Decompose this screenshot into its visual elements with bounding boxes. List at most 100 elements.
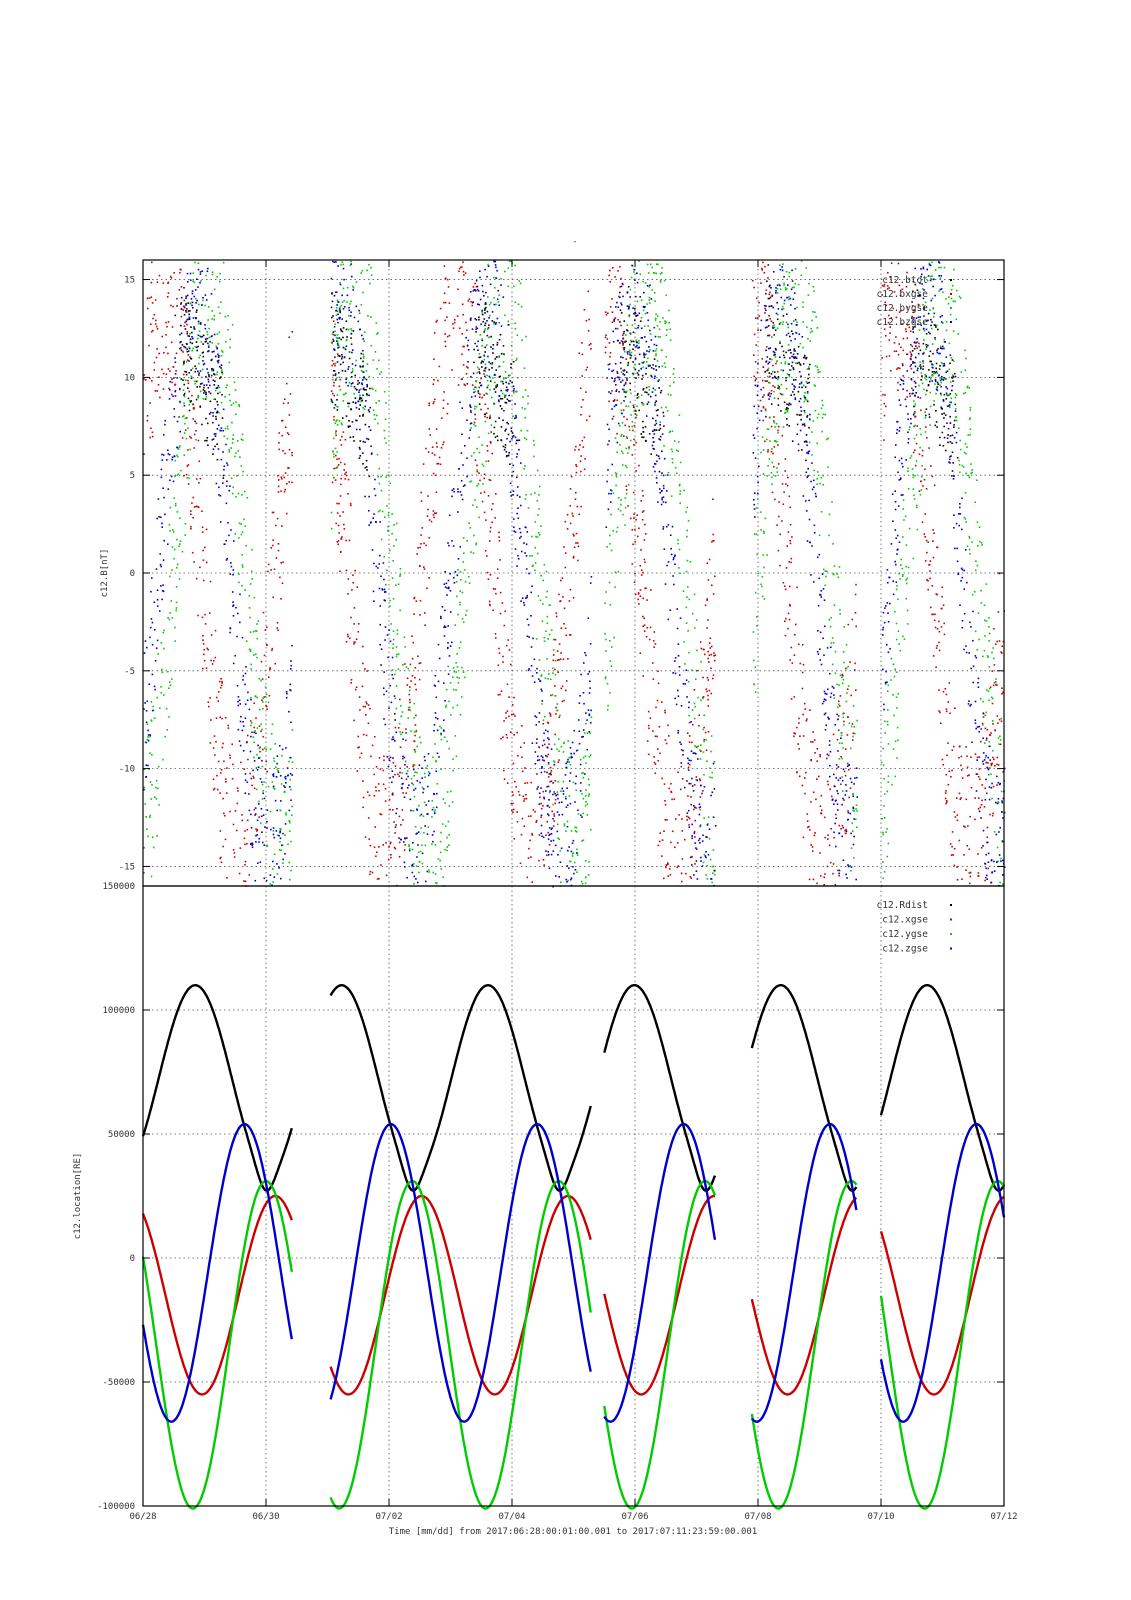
- scatter-point: [656, 414, 659, 417]
- scatter-point: [1000, 790, 1003, 793]
- scatter-point: [281, 582, 284, 585]
- scatter-point: [919, 446, 921, 449]
- scatter-point: [199, 354, 201, 357]
- scatter-point: [705, 688, 708, 690]
- scatter-point: [665, 294, 667, 297]
- scatter-point: [489, 530, 492, 533]
- scatter-point: [892, 748, 895, 750]
- scatter-point: [431, 452, 434, 454]
- scatter-point: [189, 448, 191, 451]
- scatter-point: [215, 411, 218, 414]
- scatter-point: [848, 722, 851, 724]
- scatter-point: [164, 513, 166, 516]
- scatter-point: [333, 394, 335, 397]
- scatter-point: [275, 776, 278, 778]
- scatter-point: [468, 522, 470, 524]
- scatter-point: [249, 750, 252, 753]
- scatter-point: [219, 716, 221, 719]
- scatter-point: [659, 421, 661, 424]
- scatter-point: [253, 596, 256, 599]
- scatter-point: [408, 845, 410, 848]
- scatter-point: [202, 639, 204, 641]
- scatter-point: [259, 861, 262, 863]
- scatter-point: [702, 728, 705, 731]
- scatter-point: [920, 366, 922, 368]
- scatter-point: [330, 390, 333, 392]
- scatter-point: [183, 287, 185, 289]
- scatter-point: [922, 304, 924, 306]
- scatter-point: [610, 549, 613, 552]
- scatter-point: [808, 373, 810, 376]
- scatter-point: [614, 586, 616, 588]
- scatter-point: [808, 366, 810, 368]
- scatter-point: [703, 726, 705, 729]
- scatter-point: [659, 281, 662, 283]
- scatter-point: [914, 385, 917, 388]
- scatter-point: [529, 839, 531, 842]
- scatter-point: [977, 776, 980, 778]
- scatter-point: [578, 513, 580, 516]
- scatter-point: [620, 450, 623, 452]
- scatter-point: [271, 511, 274, 514]
- scatter-point: [570, 830, 573, 832]
- scatter-point: [173, 557, 175, 560]
- scatter-point: [247, 691, 249, 694]
- scatter-point: [162, 454, 165, 456]
- scatter-point: [395, 538, 397, 541]
- scatter-point: [809, 363, 811, 366]
- scatter-point: [333, 370, 336, 372]
- scatter-point: [783, 284, 785, 286]
- scatter-point: [934, 324, 937, 327]
- scatter-point: [523, 825, 526, 827]
- scatter-point: [365, 459, 368, 462]
- scatter-point: [380, 538, 383, 541]
- scatter-point: [852, 830, 854, 832]
- scatter-point: [631, 529, 634, 531]
- scatter-point: [170, 341, 173, 344]
- scatter-point: [484, 351, 486, 353]
- scatter-point: [628, 425, 630, 428]
- scatter-point: [172, 305, 174, 308]
- scatter-point: [146, 419, 149, 422]
- scatter-point: [604, 336, 607, 339]
- scatter-point: [180, 286, 183, 288]
- scatter-point: [520, 305, 523, 308]
- scatter-point: [632, 543, 634, 546]
- scatter-point: [277, 629, 279, 632]
- scatter-point: [347, 593, 349, 595]
- scatter-point: [572, 515, 574, 517]
- scatter-point: [661, 272, 663, 274]
- scatter-point: [247, 758, 249, 761]
- scatter-point: [768, 315, 770, 317]
- scatter-point: [800, 260, 803, 262]
- scatter-point: [661, 472, 663, 474]
- scatter-point: [362, 645, 364, 648]
- scatter-point: [664, 803, 667, 806]
- scatter-point: [486, 310, 489, 313]
- scatter-point: [575, 445, 577, 448]
- scatter-point: [883, 402, 886, 405]
- scatter-point: [196, 278, 198, 280]
- scatter-point: [664, 800, 666, 802]
- scatter-point: [549, 715, 552, 717]
- scatter-point: [769, 296, 772, 299]
- scatter-point: [353, 719, 355, 722]
- scatter-point: [261, 841, 264, 844]
- scatter-point: [401, 711, 404, 713]
- scatter-point: [840, 783, 842, 785]
- scatter-point: [221, 717, 223, 720]
- scatter-point: [172, 366, 175, 368]
- scatter-point: [687, 680, 690, 683]
- scatter-point: [398, 775, 401, 777]
- scatter-point: [630, 339, 632, 342]
- scatter-point: [194, 297, 197, 300]
- scatter-point: [848, 796, 850, 799]
- scatter-point: [507, 433, 510, 436]
- scatter-point: [244, 864, 246, 866]
- scatter-point: [803, 409, 806, 412]
- scatter-point: [503, 769, 505, 772]
- scatter-point: [535, 638, 538, 640]
- scatter-point: [914, 411, 916, 414]
- scatter-point: [228, 489, 230, 492]
- scatter-point: [625, 358, 628, 360]
